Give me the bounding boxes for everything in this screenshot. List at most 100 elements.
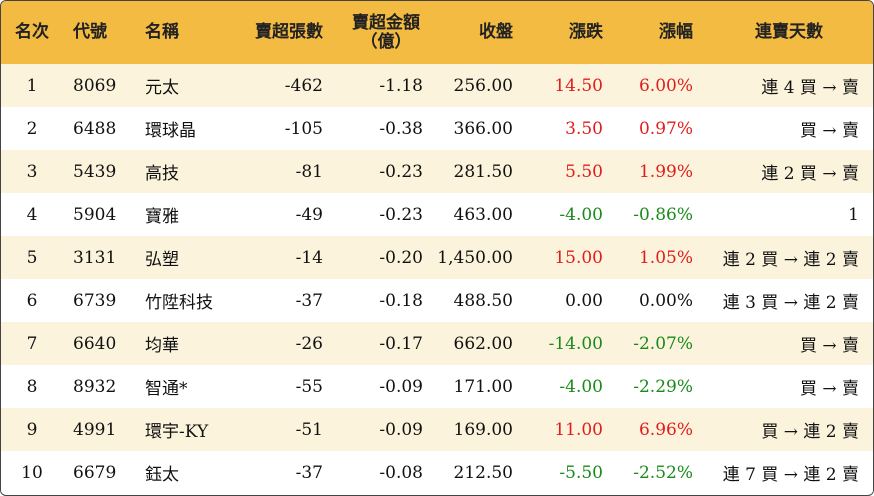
net-sell-amount-cell: -0.18 <box>379 290 423 311</box>
streak-cell: 連 7 買 → 連 2 賣 <box>722 465 859 485</box>
close-cell: 488.50 <box>453 290 513 311</box>
table-row: 7 6640 均華 -26 -0.17 662.00 -14.00 -2.07% 買 → 賣 <box>1 322 873 365</box>
net-sell-lots-cell: -51 <box>295 419 323 440</box>
header-change: 漲跌 <box>569 22 603 42</box>
close-cell: 281.50 <box>453 161 513 182</box>
net-sell-lots-cell: -26 <box>295 333 323 354</box>
code-cell: 5904 <box>73 204 117 225</box>
change-cell: 5.50 <box>565 161 603 182</box>
code-cell: 8069 <box>73 75 117 96</box>
change-cell: 15.00 <box>554 247 603 268</box>
net-sell-amount-cell: -0.09 <box>379 419 423 440</box>
rank-cell: 10 <box>21 462 43 483</box>
name-cell: 元太 <box>145 78 179 98</box>
net-sell-amount-cell: -1.18 <box>379 75 423 96</box>
change-cell: -4.00 <box>559 376 603 397</box>
header-name: 名稱 <box>145 22 179 42</box>
rank-cell: 1 <box>26 75 38 96</box>
table-body: 1 8069 元太 -462 -1.18 256.00 14.50 6.00% 連 4 買 → … <box>1 64 873 494</box>
rank-cell: 9 <box>26 419 38 440</box>
streak-cell: 買 → 賣 <box>799 121 859 141</box>
header-net-sell-lots: 賣超張數 <box>255 22 323 42</box>
name-cell: 環球晶 <box>145 121 196 141</box>
net-sell-lots-cell: -37 <box>295 462 323 483</box>
code-cell: 6488 <box>73 118 117 139</box>
code-cell: 5439 <box>73 161 117 182</box>
close-cell: 463.00 <box>453 204 513 225</box>
code-cell: 3131 <box>73 247 117 268</box>
table-row: 9 4991 環宇-KY -51 -0.09 169.00 11.00 6.96% 買 → 連 … <box>1 408 873 451</box>
rank-cell: 8 <box>26 376 38 397</box>
table-row: 6 6739 竹陞科技 -37 -0.18 488.50 0.00 0.00% 連 3 買 → … <box>1 279 873 322</box>
pct-cell: 6.96% <box>638 419 693 440</box>
net-sell-lots-cell: -37 <box>295 290 323 311</box>
header-net-sell-amount-line2: （億） <box>360 31 412 52</box>
close-cell: 212.50 <box>453 462 513 483</box>
rank-cell: 5 <box>26 247 38 268</box>
pct-cell: 1.05% <box>638 247 693 268</box>
header-close: 收盤 <box>479 22 513 42</box>
table-header-row: 名次 代號 名稱 賣超張數 賣超金額 （億） 收盤 漲跌 漲幅 連賣天數 <box>1 1 873 64</box>
name-cell: 寶雅 <box>145 207 179 227</box>
name-cell: 智通* <box>145 379 188 399</box>
pct-cell: -2.52% <box>633 462 693 483</box>
header-net-sell-amount: 賣超金額 （億） <box>335 1 435 64</box>
close-cell: 662.00 <box>453 333 513 354</box>
table-row: 1 8069 元太 -462 -1.18 256.00 14.50 6.00% 連 4 買 → … <box>1 64 873 107</box>
streak-cell: 連 2 買 → 賣 <box>761 164 859 184</box>
net-sell-lots-cell: -55 <box>295 376 323 397</box>
streak-cell: 連 4 買 → 賣 <box>761 78 859 98</box>
close-cell: 256.00 <box>453 75 513 96</box>
net-sell-amount-cell: -0.08 <box>379 462 423 483</box>
code-cell: 6679 <box>73 462 117 483</box>
pct-cell: -2.07% <box>633 333 693 354</box>
net-sell-lots-cell: -14 <box>295 247 323 268</box>
streak-cell: 連 3 買 → 連 2 賣 <box>722 293 859 313</box>
pct-cell: -2.29% <box>633 376 693 397</box>
table-row: 2 6488 環球晶 -105 -0.38 366.00 3.50 0.97% 買 → 賣 <box>1 107 873 150</box>
net-sell-amount-cell: -0.23 <box>379 204 423 225</box>
header-net-sell-amount-line1: 賣超金額 <box>352 12 420 33</box>
pct-cell: 0.97% <box>638 118 693 139</box>
pct-cell: 6.00% <box>638 75 693 96</box>
close-cell: 1,450.00 <box>437 247 513 268</box>
streak-cell: 買 → 連 2 賣 <box>761 422 859 442</box>
code-cell: 4991 <box>73 419 117 440</box>
header-streak: 連賣天數 <box>755 22 823 42</box>
change-cell: -4.00 <box>559 204 603 225</box>
change-cell: 0.00 <box>565 290 603 311</box>
rank-cell: 4 <box>26 204 38 225</box>
change-cell: 3.50 <box>565 118 603 139</box>
net-sell-amount-cell: -0.23 <box>379 161 423 182</box>
name-cell: 竹陞科技 <box>145 293 213 313</box>
net-sell-amount-cell: -0.17 <box>379 333 423 354</box>
header-rank: 名次 <box>15 22 49 42</box>
close-cell: 366.00 <box>453 118 513 139</box>
change-cell: 11.00 <box>554 419 603 440</box>
close-cell: 169.00 <box>453 419 513 440</box>
change-cell: -14.00 <box>548 333 603 354</box>
header-pct: 漲幅 <box>659 22 693 42</box>
rank-cell: 3 <box>26 161 38 182</box>
table-row: 5 3131 弘塑 -14 -0.20 1,450.00 15.00 1.05% 連 2 買 →… <box>1 236 873 279</box>
net-sell-amount-cell: -0.20 <box>379 247 423 268</box>
code-cell: 8932 <box>73 376 117 397</box>
table-row: 4 5904 寶雅 -49 -0.23 463.00 -4.00 -0.86% 1 <box>1 193 873 236</box>
close-cell: 171.00 <box>453 376 513 397</box>
change-cell: -5.50 <box>559 462 603 483</box>
rank-cell: 2 <box>26 118 38 139</box>
name-cell: 弘塑 <box>145 250 179 270</box>
net-sell-lots-cell: -81 <box>295 161 323 182</box>
code-cell: 6640 <box>73 333 117 354</box>
name-cell: 均華 <box>145 336 179 356</box>
name-cell: 環宇-KY <box>145 422 209 442</box>
pct-cell: 0.00% <box>638 290 693 311</box>
code-cell: 6739 <box>73 290 117 311</box>
table-row: 3 5439 高技 -81 -0.23 281.50 5.50 1.99% 連 2 買 → 賣 <box>1 150 873 193</box>
net-sell-lots-cell: -105 <box>284 118 323 139</box>
streak-cell: 買 → 賣 <box>799 336 859 356</box>
net-sell-amount-cell: -0.38 <box>379 118 423 139</box>
net-sell-lots-cell: -49 <box>295 204 323 225</box>
